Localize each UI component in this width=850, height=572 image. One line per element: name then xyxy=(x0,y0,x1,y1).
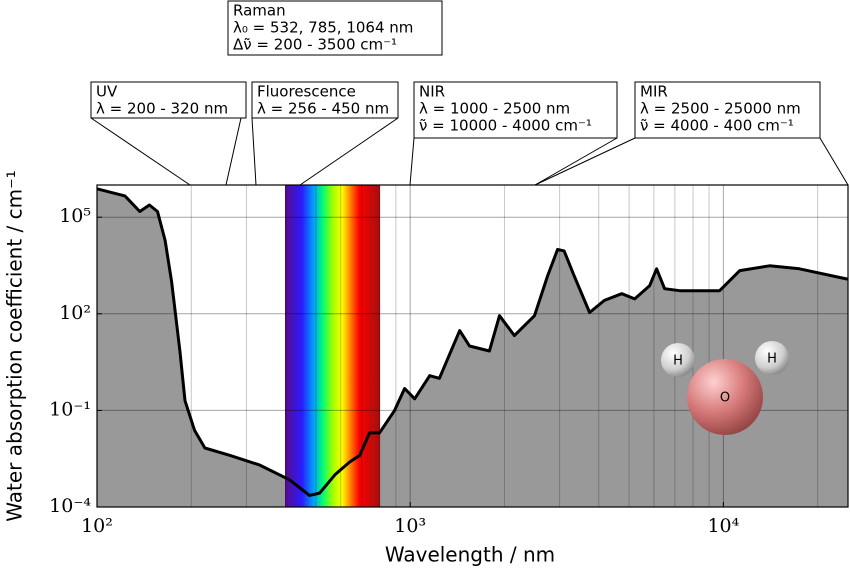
callout-line xyxy=(409,137,415,186)
callout-line xyxy=(819,137,849,186)
line xyxy=(96,187,848,497)
atom xyxy=(661,343,695,377)
y-tick-label: 10⁻⁴ xyxy=(49,495,91,517)
x-axis-label: Wavelength / nm xyxy=(385,543,555,567)
callout-line xyxy=(299,117,399,186)
y-tick-label: 10⁵ xyxy=(59,205,91,227)
callout-line xyxy=(90,117,191,186)
annotation-text: NIR xyxy=(419,83,445,101)
y-axis-label: Water absorption coefficient / cm⁻¹ xyxy=(3,170,27,521)
y-tick-label: 10⁻¹ xyxy=(49,398,91,420)
x-tick-label: 10³ xyxy=(394,515,426,537)
annotation-text: λ₀ = 532, 785, 1064 nm xyxy=(233,19,413,37)
annotation-box xyxy=(227,0,443,56)
atom-label: O xyxy=(720,391,730,406)
atom-label: H xyxy=(673,354,683,369)
y-tick-label: 10² xyxy=(59,302,91,324)
x-tick-label: 10² xyxy=(81,515,113,537)
callout-line xyxy=(534,137,636,186)
annotation-box xyxy=(90,81,247,119)
annotation-text: UV xyxy=(96,83,118,101)
annotation-text: Raman xyxy=(233,2,286,20)
visible-spectrum xyxy=(285,185,380,507)
x-tick-label: 10⁴ xyxy=(707,515,739,537)
annotation-text: ν̃ = 4000 - 400 cm⁻¹ xyxy=(640,117,794,135)
annotation-text: λ = 256 - 450 nm xyxy=(257,100,389,118)
annotation-box xyxy=(413,81,618,139)
annotation-text: λ = 1000 - 2500 nm xyxy=(419,100,570,118)
annotation-box xyxy=(251,81,399,119)
plot-frame xyxy=(96,184,849,508)
annotation-text: λ = 200 - 320 nm xyxy=(96,100,228,118)
annotation-text: Fluorescence xyxy=(257,83,356,101)
atom-label: H xyxy=(767,352,777,367)
annotation-text: MIR xyxy=(640,83,668,101)
callout-line xyxy=(534,137,618,186)
annotation-text: ν̃ = 10000 - 4000 cm⁻¹ xyxy=(419,117,592,135)
callout-line xyxy=(251,117,257,186)
atom xyxy=(687,359,763,435)
annotation-text: Δν̃ = 200 - 3500 cm⁻¹ xyxy=(233,36,397,54)
annotation-text: λ = 2500 - 25000 nm xyxy=(640,100,801,118)
annotation-box xyxy=(634,81,821,139)
callout-line xyxy=(225,117,242,186)
atom xyxy=(755,341,789,375)
